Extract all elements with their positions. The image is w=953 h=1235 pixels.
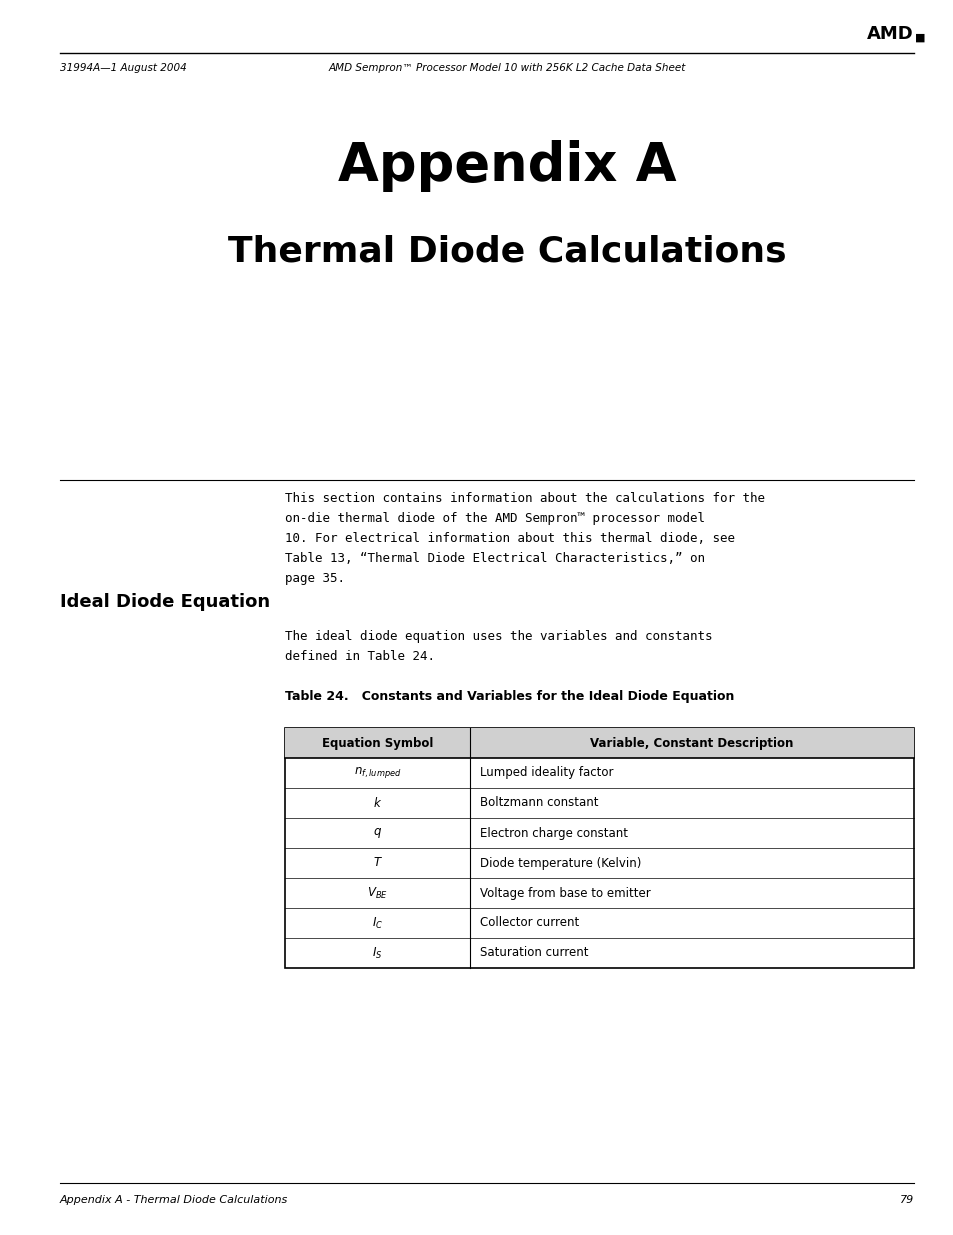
Text: Electron charge constant: Electron charge constant bbox=[479, 826, 627, 840]
Text: $k$: $k$ bbox=[373, 797, 382, 810]
Text: Ideal Diode Equation: Ideal Diode Equation bbox=[60, 593, 270, 611]
Text: $q$: $q$ bbox=[373, 826, 381, 840]
Text: $n_{f, lumped}$: $n_{f, lumped}$ bbox=[354, 766, 401, 781]
Text: Appendix A: Appendix A bbox=[337, 140, 676, 191]
Text: $V_{BE}$: $V_{BE}$ bbox=[367, 885, 388, 900]
Bar bbox=[285, 727, 913, 758]
Bar bbox=[285, 727, 913, 968]
Text: $I_S$: $I_S$ bbox=[372, 946, 382, 961]
Text: Equation Symbol: Equation Symbol bbox=[321, 736, 433, 750]
Text: Collector current: Collector current bbox=[479, 916, 578, 930]
Text: 31994A—1 August 2004: 31994A—1 August 2004 bbox=[60, 63, 187, 73]
Text: The ideal diode equation uses the variables and constants
defined in Table 24.: The ideal diode equation uses the variab… bbox=[285, 630, 712, 663]
Text: ■: ■ bbox=[914, 33, 924, 43]
Text: $I_C$: $I_C$ bbox=[372, 915, 383, 930]
Text: Variable, Constant Description: Variable, Constant Description bbox=[590, 736, 793, 750]
Text: Boltzmann constant: Boltzmann constant bbox=[479, 797, 598, 809]
Text: 79: 79 bbox=[899, 1195, 913, 1205]
Text: AMD Sempron™ Processor Model 10 with 256K L2 Cache Data Sheet: AMD Sempron™ Processor Model 10 with 256… bbox=[328, 63, 685, 73]
Text: Table 24.   Constants and Variables for the Ideal Diode Equation: Table 24. Constants and Variables for th… bbox=[285, 690, 734, 703]
Text: Voltage from base to emitter: Voltage from base to emitter bbox=[479, 887, 650, 899]
Text: AMD: AMD bbox=[866, 25, 913, 43]
Text: $T$: $T$ bbox=[372, 857, 382, 869]
Text: Thermal Diode Calculations: Thermal Diode Calculations bbox=[228, 235, 785, 269]
Text: Saturation current: Saturation current bbox=[479, 946, 588, 960]
Text: Lumped ideality factor: Lumped ideality factor bbox=[479, 767, 613, 779]
Text: Appendix A - Thermal Diode Calculations: Appendix A - Thermal Diode Calculations bbox=[60, 1195, 288, 1205]
Text: This section contains information about the calculations for the
on-die thermal : This section contains information about … bbox=[285, 492, 764, 585]
Text: Diode temperature (Kelvin): Diode temperature (Kelvin) bbox=[479, 857, 640, 869]
